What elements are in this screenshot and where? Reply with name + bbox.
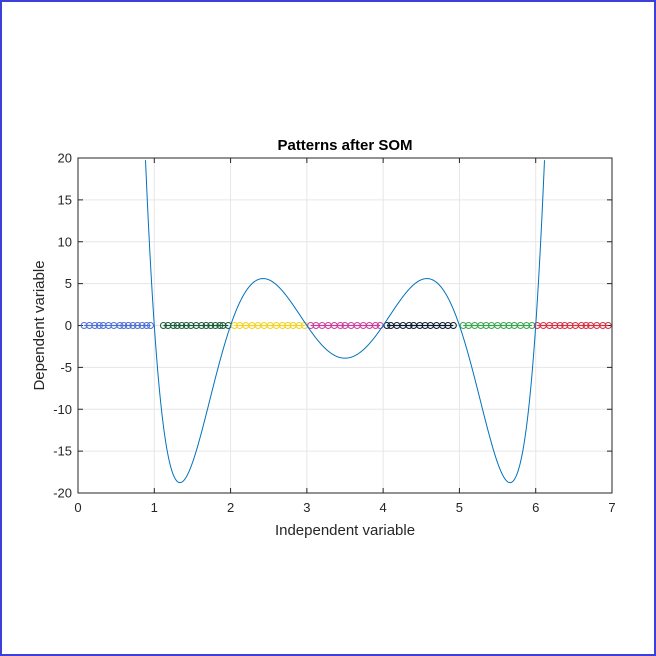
data-point — [278, 322, 286, 329]
data-point — [604, 322, 612, 329]
data-point — [202, 322, 210, 329]
data-point — [120, 322, 128, 329]
x-tick-label: 7 — [608, 500, 615, 515]
data-point — [192, 322, 200, 329]
y-tick-label: -5 — [60, 360, 72, 375]
data-point — [528, 322, 536, 329]
data-point — [99, 322, 107, 329]
y-tick-label: -20 — [53, 486, 72, 501]
x-tick-label: 0 — [74, 500, 81, 515]
data-point — [91, 322, 99, 329]
data-point — [477, 322, 485, 329]
y-tick-label: 20 — [58, 151, 72, 166]
data-point — [80, 322, 88, 329]
data-point — [164, 322, 172, 329]
x-tick-label: 4 — [380, 500, 387, 515]
data-point — [439, 322, 447, 329]
x-axis: 0 1 2 3 4 5 6 7 — [74, 158, 616, 515]
data-point — [173, 322, 181, 329]
data-point — [523, 322, 531, 329]
data-point — [124, 322, 132, 329]
y-tick-label: 15 — [58, 192, 72, 207]
data-point — [295, 322, 303, 329]
data-point — [449, 322, 457, 329]
data-points — [80, 322, 612, 329]
data-point — [416, 322, 424, 329]
data-point — [383, 322, 391, 329]
data-point — [500, 322, 508, 329]
series-curve — [145, 160, 545, 484]
x-tick-label: 6 — [532, 500, 539, 515]
data-point — [169, 322, 177, 329]
x-tick-label: 3 — [303, 500, 310, 515]
y-tick-label: -15 — [53, 444, 72, 459]
data-point — [182, 322, 190, 329]
y-tick-label: 0 — [65, 318, 72, 333]
data-point — [372, 322, 380, 329]
data-point — [207, 322, 215, 329]
data-point — [421, 322, 429, 329]
data-point — [134, 322, 142, 329]
x-axis-label: Independent variable — [275, 522, 415, 539]
data-point — [95, 322, 103, 329]
data-point — [143, 322, 151, 329]
data-point — [85, 322, 93, 329]
data-point — [216, 322, 224, 329]
data-point — [138, 322, 146, 329]
data-point — [284, 322, 292, 329]
y-tick-label: -10 — [53, 402, 72, 417]
data-point — [561, 322, 569, 329]
data-point — [116, 322, 124, 329]
data-point — [551, 322, 559, 329]
data-point — [405, 322, 413, 329]
y-tick-label: 5 — [65, 276, 72, 291]
data-point — [178, 322, 186, 329]
y-axis-label: Dependent variable — [31, 260, 48, 390]
data-point — [211, 322, 219, 329]
data-point — [129, 322, 137, 329]
data-point — [444, 322, 452, 329]
x-tick-label: 2 — [227, 500, 234, 515]
data-point — [556, 322, 564, 329]
x-tick-label: 1 — [151, 500, 158, 515]
x-tick-label: 5 — [456, 500, 463, 515]
data-point — [105, 322, 113, 329]
data-point — [159, 322, 167, 329]
data-point — [146, 322, 154, 329]
chart-title: Patterns after SOM — [277, 137, 412, 154]
y-axis: -20 -15 -10 -5 0 5 10 15 20 — [53, 151, 612, 501]
data-point — [577, 322, 585, 329]
data-point — [187, 322, 195, 329]
data-point — [505, 322, 513, 329]
data-point — [582, 322, 590, 329]
y-tick-label: 10 — [58, 234, 72, 249]
data-point — [482, 322, 490, 329]
data-point — [336, 322, 344, 329]
data-point — [599, 322, 607, 329]
data-point — [230, 322, 238, 329]
data-point — [566, 322, 574, 329]
data-point — [459, 322, 467, 329]
data-point — [307, 322, 315, 329]
data-point — [198, 322, 206, 329]
data-point — [219, 322, 227, 329]
data-point — [545, 322, 553, 329]
